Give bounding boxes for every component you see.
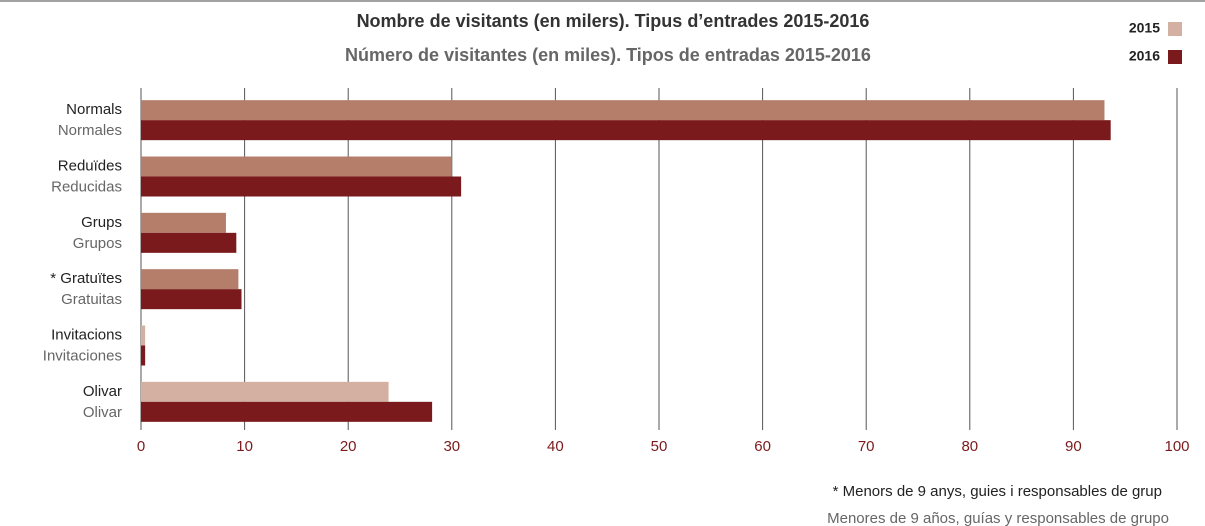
category-label: Grups	[81, 214, 122, 231]
category-label: Olivar	[83, 383, 122, 400]
bar	[141, 176, 462, 197]
bar	[141, 269, 239, 290]
bar	[141, 401, 433, 422]
x-tick-label: 100	[1164, 438, 1189, 455]
chart-subtitle: Número de visitantes (en miles). Tipos d…	[345, 45, 871, 65]
x-tick-label: 80	[961, 438, 978, 455]
category-label: Reduïdes	[58, 157, 122, 174]
bar	[141, 381, 389, 402]
bar	[141, 100, 1105, 121]
x-tick-label: 0	[137, 438, 145, 455]
bar	[141, 289, 242, 310]
chart-title: Nombre de visitants (en milers). Tipus d…	[357, 11, 870, 31]
bar	[141, 325, 146, 346]
x-tick-label: 60	[754, 438, 771, 455]
x-tick-label: 50	[651, 438, 668, 455]
bar	[141, 232, 237, 253]
category-label-alt: Olivar	[83, 404, 122, 421]
x-tick-label: 20	[340, 438, 357, 455]
legend-swatch	[1168, 22, 1182, 36]
x-tick-label: 90	[1065, 438, 1082, 455]
bar	[141, 212, 226, 233]
category-label-alt: Grupos	[73, 235, 122, 252]
category-label-alt: Invitaciones	[43, 347, 122, 364]
legend-label: 2015	[1129, 20, 1160, 36]
bar	[141, 345, 146, 366]
legend-swatch	[1168, 50, 1182, 64]
category-label-alt: Reducidas	[51, 178, 122, 195]
category-label: * Gratuïtes	[50, 270, 122, 287]
footnote: Menores de 9 años, guías y responsables …	[827, 510, 1169, 526]
x-tick-label: 30	[443, 438, 460, 455]
category-label-alt: Normales	[58, 122, 122, 139]
bar	[141, 156, 452, 177]
x-tick-label: 40	[547, 438, 564, 455]
legend-label: 2016	[1129, 48, 1160, 64]
footnote: * Menors de 9 anys, guies i responsables…	[833, 483, 1162, 500]
bar	[141, 120, 1111, 141]
category-label-alt: Gratuitas	[61, 291, 122, 308]
category-label: Normals	[66, 101, 122, 118]
x-tick-label: 10	[236, 438, 253, 455]
category-label: Invitacions	[51, 326, 122, 343]
x-tick-label: 70	[858, 438, 875, 455]
